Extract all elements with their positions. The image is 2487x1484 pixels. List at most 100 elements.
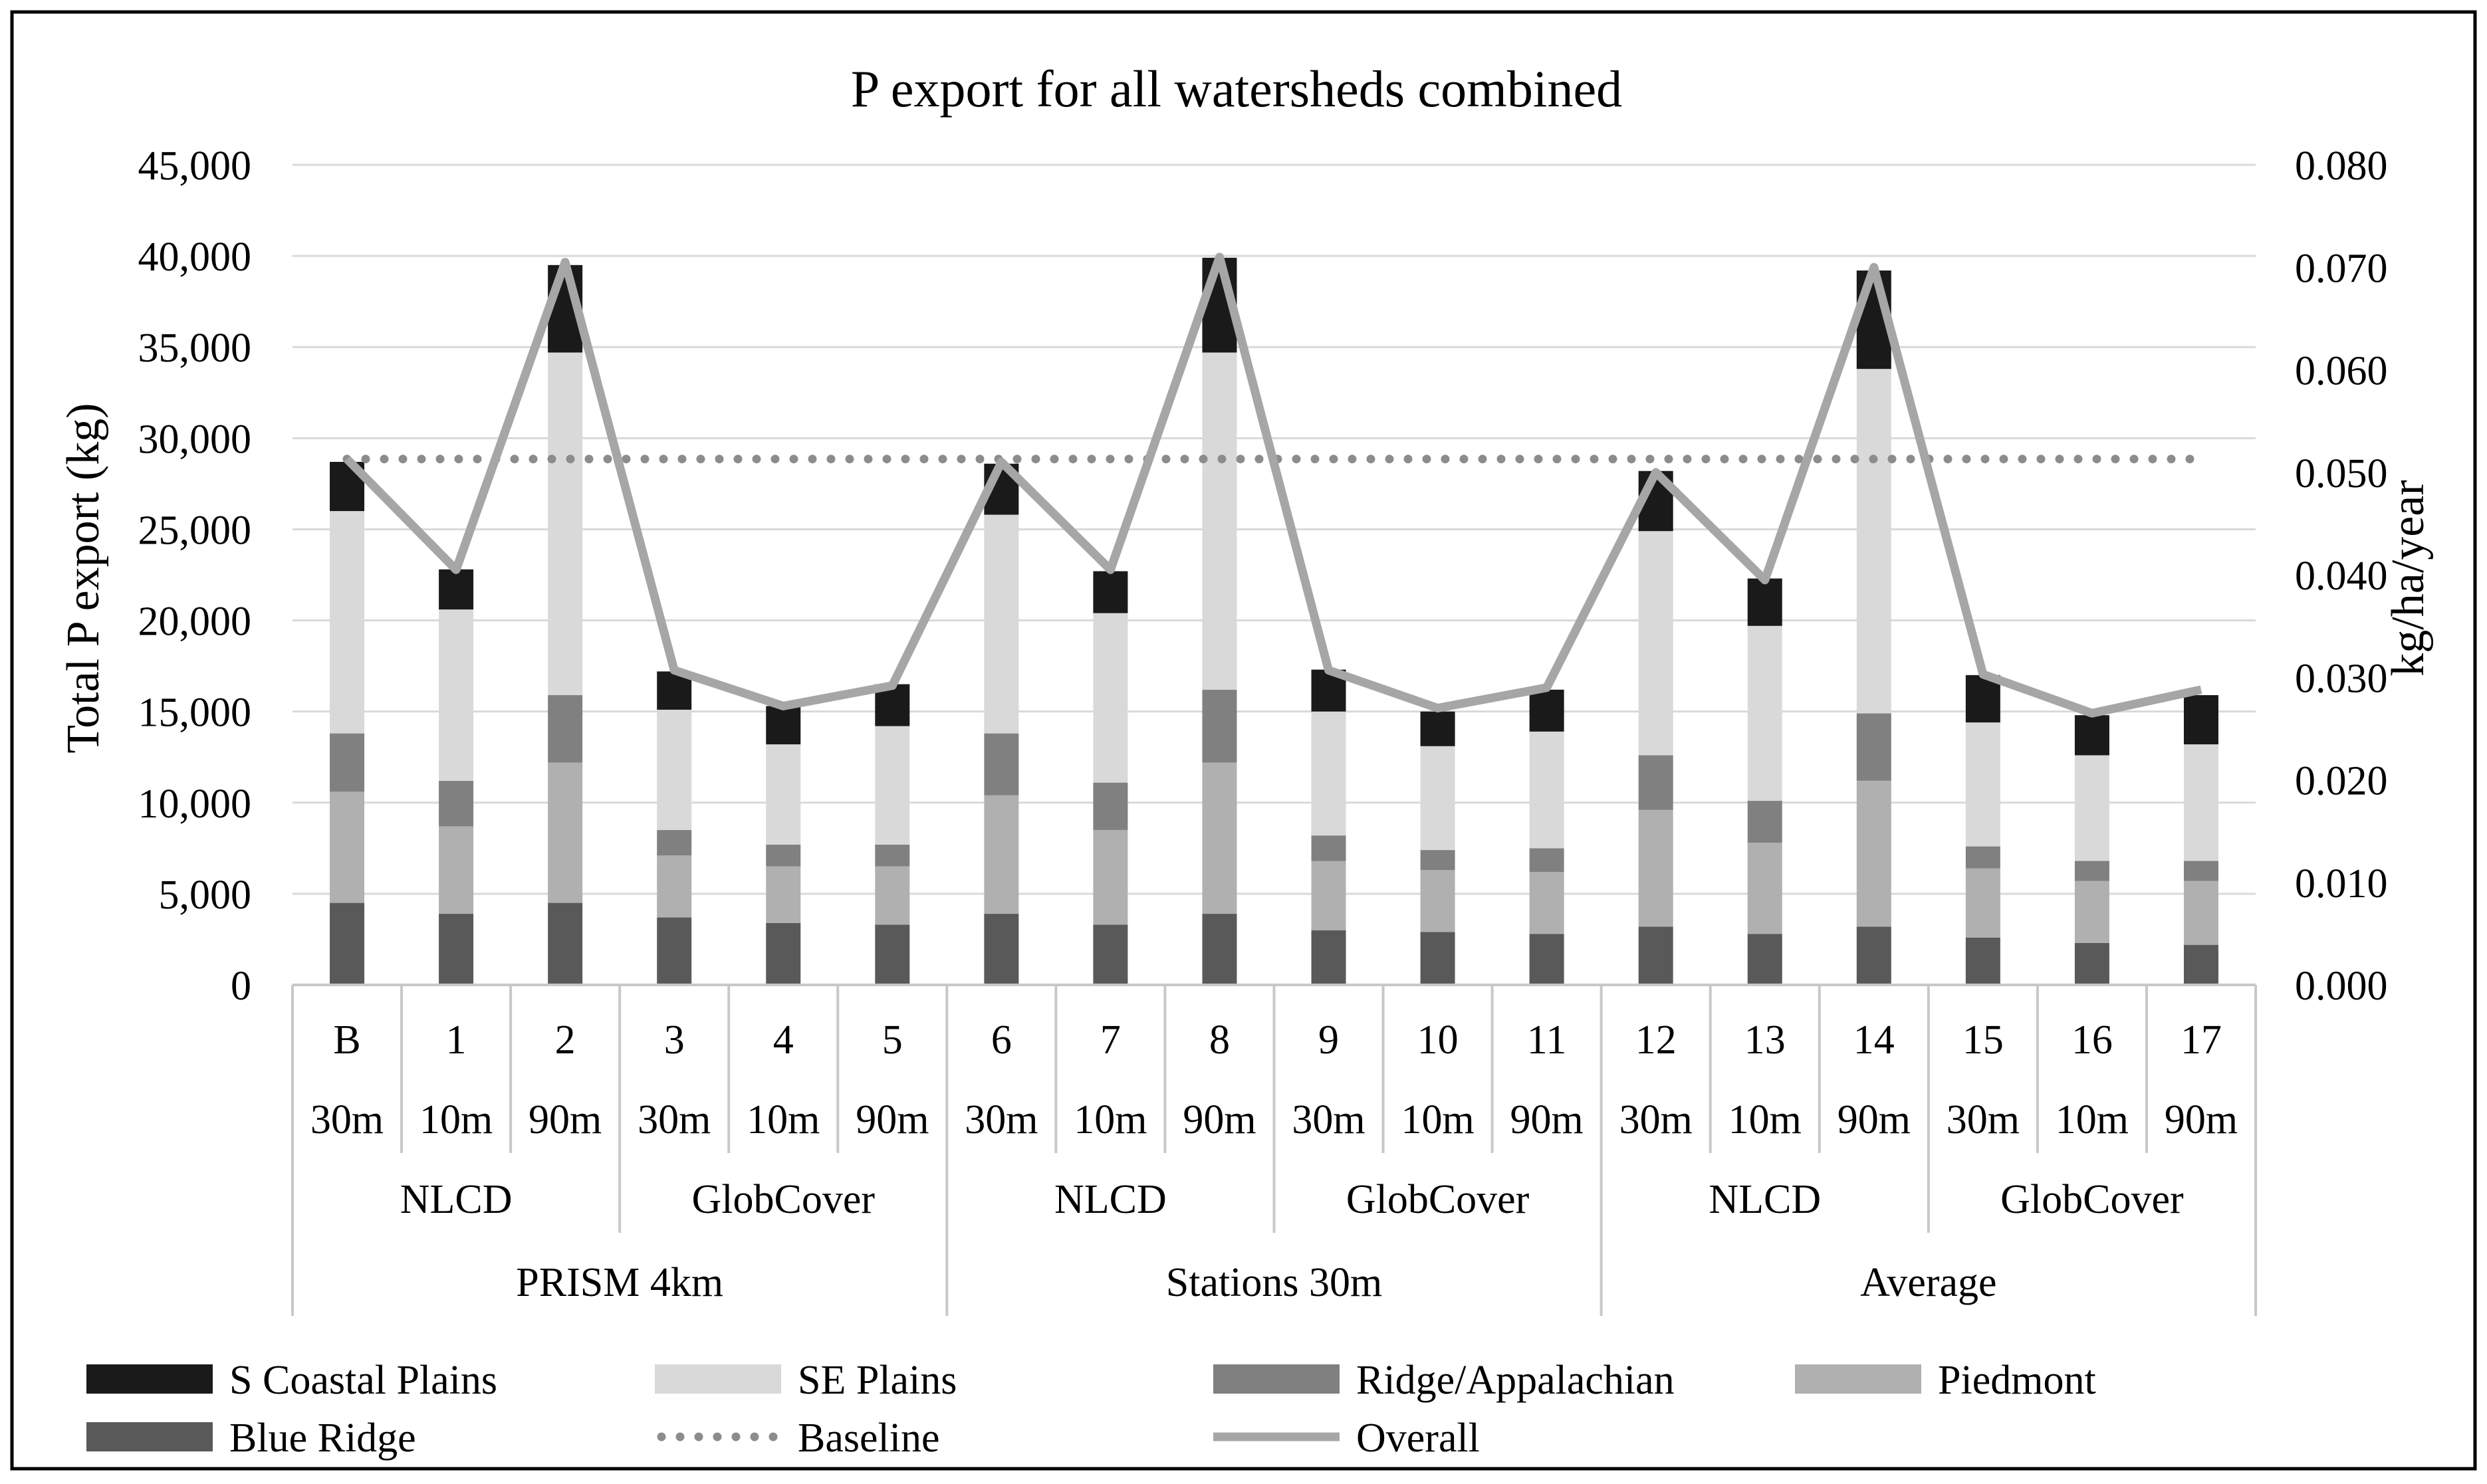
resolution-label: 90m (529, 1097, 602, 1142)
x-tick-label: 2 (555, 1017, 576, 1063)
bar-segment (1856, 713, 1891, 781)
x-tick-label: 10 (1417, 1017, 1459, 1063)
y2-tick-label: 0.030 (2295, 656, 2388, 701)
resolution-label: 90m (1837, 1097, 1911, 1142)
bar-segment (548, 902, 583, 985)
bar-segment (2074, 715, 2109, 756)
bar-segment (548, 694, 583, 763)
bar-segment (657, 917, 692, 985)
resolution-label: 90m (1183, 1097, 1256, 1142)
legend: S Coastal Plains SE Plains Ridge/Appalachi… (86, 1358, 2096, 1461)
bar-segment (1202, 762, 1237, 914)
x-tick-label: B (333, 1017, 360, 1063)
bar-segment (1529, 731, 1564, 849)
bar-segment (1093, 829, 1128, 925)
bar-segment (766, 866, 801, 923)
landcover-group-label: NLCD (1709, 1177, 1821, 1222)
x-axis-table: B 30m 1 10m 2 90m 3 30m 4 10m 5 90m 6 30m 7 10m 8 90m 9 30m… (291, 984, 2257, 1316)
bar-segment (1420, 850, 1455, 871)
bar-segment (1638, 531, 1673, 756)
bar-segment (2183, 744, 2218, 861)
resolution-label: 10m (1401, 1097, 1474, 1142)
bar-segment (1093, 782, 1128, 830)
bar-segment (875, 844, 910, 867)
bar-segment (1093, 924, 1128, 985)
bar-segment (875, 866, 910, 925)
resolution-label: 90m (2165, 1097, 2238, 1142)
resolution-label: 90m (856, 1097, 929, 1142)
bar-segment (439, 826, 474, 914)
x-tick-label: 12 (1635, 1017, 1677, 1063)
bar-segment (2183, 881, 2218, 945)
legend-swatch (655, 1364, 781, 1394)
bar-segment (984, 733, 1019, 795)
bar-segment (2074, 942, 2109, 985)
bar-segment (1420, 746, 1455, 851)
bar-segment (2074, 881, 2109, 943)
x-tick-label: 13 (1744, 1017, 1786, 1063)
bar-segment (1529, 848, 1564, 872)
y-tick-label: 15,000 (138, 690, 252, 736)
bar-segment (330, 511, 365, 734)
y2-tick-label: 0.020 (2295, 759, 2388, 804)
bar-segment (1420, 711, 1455, 746)
y2-tick-label: 0.060 (2295, 349, 2388, 394)
bar-segment (1856, 926, 1891, 985)
bar-segment (875, 726, 910, 845)
legend-label: SE Plains (798, 1358, 957, 1403)
y2-tick-label: 0.080 (2295, 144, 2388, 189)
bar-segment (548, 352, 583, 695)
y-tick-label: 40,000 (138, 235, 252, 280)
bar-segment (766, 844, 801, 867)
y2-tick-label: 0.070 (2295, 246, 2388, 291)
landcover-group-label: GlobCover (1346, 1177, 1530, 1222)
bar-segment (1529, 934, 1564, 985)
x-tick-label: 14 (1853, 1017, 1895, 1063)
bar-segment (1202, 689, 1237, 763)
bar-segment (1965, 675, 2000, 723)
bar-segment (1965, 846, 2000, 869)
climate-group-label: PRISM 4km (516, 1260, 723, 1305)
bar-segment (439, 569, 474, 610)
bar-segment (1420, 870, 1455, 932)
bar-segment (439, 780, 474, 827)
x-tick-label: 17 (2181, 1017, 2222, 1063)
x-tick-label: 16 (2072, 1017, 2113, 1063)
x-tick-label: 4 (773, 1017, 794, 1063)
y2-axis-label: kg/ha/year (2383, 480, 2434, 676)
y-axis-ticks: 0 5,000 10,000 15,000 20,000 25,000 30,000 35,0… (138, 144, 252, 1009)
resolution-label: 10m (1728, 1097, 1802, 1142)
bar-segment (330, 902, 365, 985)
bar-segment (984, 514, 1019, 734)
bar-segment (1311, 861, 1346, 930)
bar-segment (766, 744, 801, 845)
bar-segment (2183, 861, 2218, 881)
bar-segment (439, 609, 474, 781)
bar-segment (1311, 930, 1346, 985)
bar-segment (1638, 809, 1673, 927)
bar-segment (766, 922, 801, 985)
bar-segment (1529, 871, 1564, 934)
bar-segment (1856, 369, 1891, 714)
legend-label: S Coastal Plains (229, 1358, 497, 1403)
legend-label: Piedmont (1938, 1358, 2096, 1403)
bar-segment (2074, 755, 2109, 861)
bar-segment (657, 709, 692, 830)
bar-segment (1529, 689, 1564, 732)
legend-label: Overall (1356, 1416, 1480, 1461)
landcover-group-label: NLCD (1054, 1177, 1167, 1222)
legend-swatch (1213, 1364, 1340, 1394)
y-tick-label: 10,000 (138, 782, 252, 827)
bar-segment (330, 792, 365, 903)
bar-segment (2074, 861, 2109, 881)
bar-segment (2183, 694, 2218, 745)
x-tick-label: 6 (991, 1017, 1012, 1063)
x-tick-label: 7 (1100, 1017, 1121, 1063)
x-tick-label: 3 (664, 1017, 685, 1063)
bar-segment (1202, 352, 1237, 690)
chart-title: P export for all watersheds combined (851, 60, 1622, 118)
legend-label: Ridge/Appalachian (1356, 1358, 1675, 1403)
bar-segment (2183, 944, 2218, 985)
